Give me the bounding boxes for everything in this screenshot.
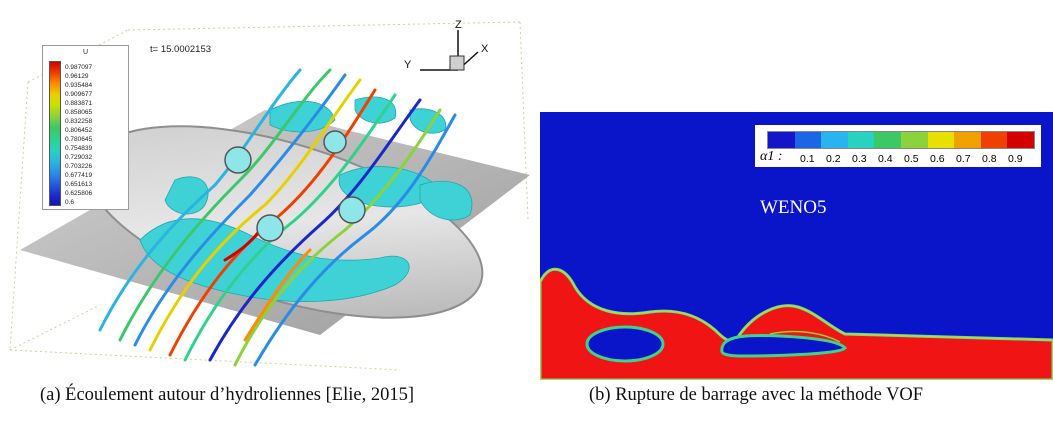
legend-tick: 0.8 — [982, 153, 997, 165]
legend-value: 0.677419 — [65, 172, 93, 179]
legend-value: 0.625806 — [65, 190, 93, 197]
legend-value: 0.729032 — [65, 154, 93, 161]
legend-value: 0.935484 — [65, 82, 93, 89]
legend-value: 0.832258 — [65, 118, 93, 125]
turbine-flow-render: Z X Y — [9, 19, 530, 371]
legend-tick: 0.6 — [930, 153, 945, 165]
caption-b: (b) Rupture de barrage avec la méthode V… — [589, 385, 924, 405]
legend-tick: 0.9 — [1008, 153, 1023, 165]
streamlines — [98, 68, 457, 367]
volume-fraction-legend: α1 : 0.1 0.2 0.3 0.4 0.5 0.6 0.7 0.8 0.9 — [755, 125, 1041, 167]
water-region — [538, 268, 1053, 382]
axis-x-label: X — [481, 43, 489, 55]
legend-value: 0.858065 — [65, 109, 93, 116]
legend-tick: 0.1 — [800, 153, 815, 165]
turbines — [224, 130, 366, 242]
legend-value: 0.883871 — [65, 100, 93, 107]
axis-z-label: Z — [455, 19, 462, 31]
legend-value: 0.96129 — [65, 73, 89, 80]
time-label: t= 15.0002153 — [150, 44, 212, 55]
velocity-legend: U 0.987097 0.96129 0.935484 0.909677 0.8… — [42, 45, 129, 210]
legend-title: U — [82, 49, 89, 56]
legend-value: 0.703226 — [65, 163, 93, 170]
axis-triad: Z X Y — [404, 19, 489, 71]
legend-tick: 0.2 — [826, 153, 841, 165]
figure-a-simulation: Z X Y t= 15.0002153 U 0.987097 0.96129 0… — [0, 0, 530, 380]
axis-y-label: Y — [404, 59, 412, 71]
caption-a: (a) Écoulement autour d’hydroliennes [El… — [40, 385, 414, 405]
legend-colorbar — [49, 61, 61, 206]
legend-tick: 0.7 — [956, 153, 971, 165]
legend-value: 0.909677 — [65, 91, 93, 98]
legend-tick: 0.5 — [904, 153, 919, 165]
legend-value: 0.6 — [65, 199, 75, 206]
legend-value: 0.780645 — [65, 136, 93, 143]
legend-tick: 0.3 — [852, 153, 867, 165]
legend-value: 0.987097 — [65, 64, 93, 71]
legend-colorbar — [767, 131, 1035, 149]
scheme-label: WENO5 — [760, 197, 827, 218]
legend-tick: 0.4 — [878, 153, 893, 165]
legend-value: 0.754839 — [65, 145, 93, 152]
legend-symbol: α1 : — [760, 149, 783, 164]
legend-value: 0.806452 — [65, 127, 93, 134]
legend-value: 0.651613 — [65, 181, 93, 188]
